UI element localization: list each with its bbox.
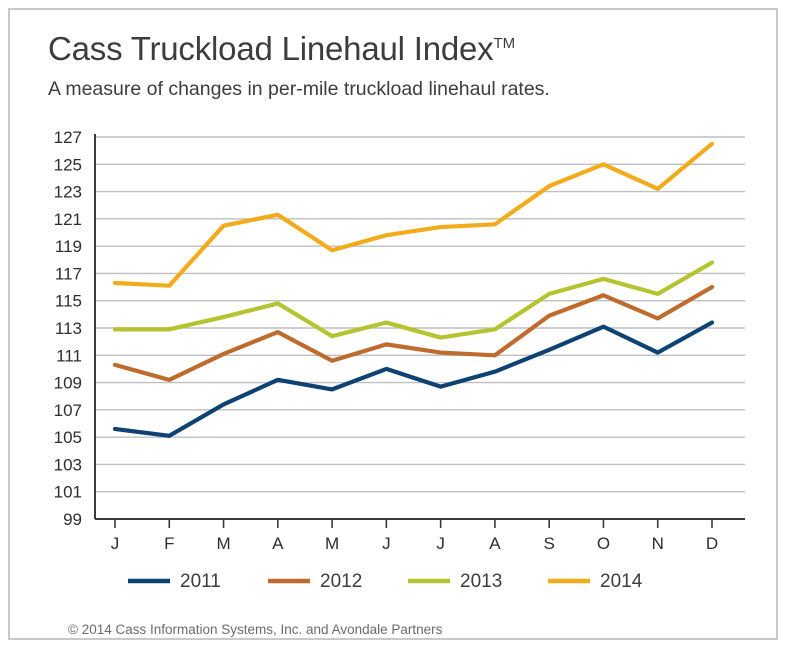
page-title: Cass Truckload Linehaul IndexTM	[48, 30, 515, 68]
series-line-2011	[112, 320, 715, 438]
legend-label-2013: 2013	[460, 571, 502, 592]
gridlines-group	[95, 136, 745, 493]
y-axis-tick-label: 125	[54, 155, 82, 174]
legend-label-2014: 2014	[600, 571, 643, 592]
x-axis-tick-label: A	[489, 534, 501, 553]
y-axis-tick-label: 121	[54, 210, 82, 229]
y-axis-tick-label: 105	[54, 428, 82, 447]
series-line-2013	[112, 260, 715, 340]
data-series-group	[112, 141, 715, 438]
y-axis-tick-label: 117	[55, 264, 82, 283]
y-axis-tick-label: 119	[55, 237, 82, 256]
y-axis-tick-label: 123	[54, 183, 82, 202]
axis-tickmarks-group	[114, 519, 713, 528]
y-axis-tick-label: 115	[55, 292, 82, 311]
legend-label-2012: 2012	[320, 571, 362, 592]
copyright-notice: © 2014 Cass Information Systems, Inc. an…	[68, 622, 443, 637]
trademark-symbol: TM	[493, 35, 516, 52]
y-axis-tick-label: 111	[56, 346, 82, 365]
x-axis-tick-label: S	[544, 534, 555, 553]
y-axis-tick-label: 113	[55, 319, 82, 338]
chart-card-frame: Cass Truckload Linehaul IndexTM A measur…	[8, 8, 778, 640]
chart-legend: 2011 2012 2013 2014	[128, 571, 643, 592]
x-axis-tick-label: D	[706, 534, 718, 553]
x-axis-tick-label: M	[216, 534, 230, 553]
x-axis-tick-label: M	[325, 534, 339, 553]
x-axis-tick-label: J	[382, 534, 391, 553]
page-subtitle: A measure of changes in per-mile trucklo…	[48, 78, 550, 100]
axis-lines-group	[94, 134, 745, 520]
x-axis-tick-label: O	[597, 534, 610, 553]
y-axis-tick-label: 107	[54, 401, 82, 420]
series-line-2012	[112, 284, 715, 382]
y-axis-tick-label: 99	[63, 510, 82, 529]
x-axis-tick-label: J	[111, 534, 120, 553]
y-axis-tick-label: 103	[54, 455, 82, 474]
y-axis-tick-label: 127	[54, 128, 82, 147]
x-axis-tick-label: J	[436, 534, 445, 553]
page-title-text: Cass Truckload Linehaul Index	[48, 30, 494, 67]
series-line-2014	[112, 141, 715, 288]
y-axis-tick-label: 101	[54, 483, 82, 502]
legend-label-2011: 2011	[180, 571, 221, 592]
y-axis-tick-labels: 99 101 103 105 107 109 111 113 115 117 119 121 123 12…	[54, 128, 82, 529]
x-axis-tick-label: A	[272, 534, 284, 553]
x-axis-tick-label: N	[652, 534, 664, 553]
x-axis-tick-label: F	[164, 534, 174, 553]
y-axis-tick-label: 109	[54, 374, 82, 393]
